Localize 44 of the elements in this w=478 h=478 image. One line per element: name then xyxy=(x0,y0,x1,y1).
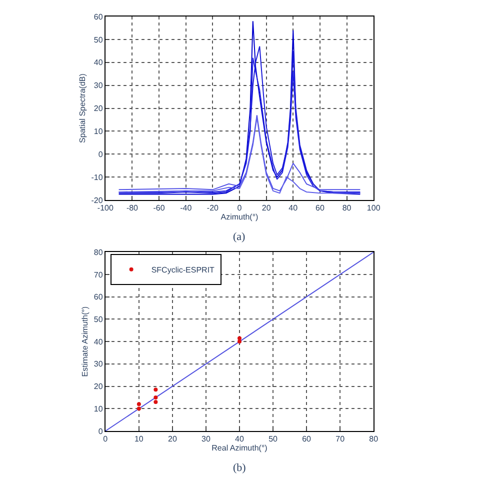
y-tick-label: 30 xyxy=(94,81,104,90)
y-tick-label: 10 xyxy=(94,404,104,414)
y-tick-label: 20 xyxy=(94,104,104,114)
y-tick-label: 40 xyxy=(94,58,104,68)
text: (b) xyxy=(233,462,246,474)
x-tick-label: 60 xyxy=(316,204,325,213)
y-tick-label: -20 xyxy=(91,196,104,205)
x-tick-label: 30 xyxy=(202,434,211,444)
text: (a) xyxy=(233,231,246,243)
x-tick-label: -80 xyxy=(126,204,139,213)
x-axis-title: Real Azimuth(°) xyxy=(212,444,268,453)
y-tick-label: 70 xyxy=(94,270,104,280)
y-tick-label: 40 xyxy=(94,337,104,346)
y-tick-label: 80 xyxy=(94,248,104,257)
y-tick-label: -10 xyxy=(91,172,104,182)
x-tick-label: 0 xyxy=(237,204,242,213)
y-tick-label: 10 xyxy=(94,127,104,136)
x-tick-label: 100 xyxy=(366,204,381,213)
x-tick-label: 40 xyxy=(288,204,298,213)
y-tick-label: 0 xyxy=(98,150,104,159)
x-tick-label: 80 xyxy=(342,204,352,213)
x-tick-label: 60 xyxy=(302,434,312,444)
x-tick-label: 20 xyxy=(262,204,272,213)
x-tick-label: 20 xyxy=(168,434,178,444)
x-tick-label: 80 xyxy=(369,434,379,444)
y-tick-label: 20 xyxy=(94,382,104,392)
x-tick-label: 50 xyxy=(268,434,278,444)
x-tick-label: -100 xyxy=(97,204,114,213)
y-axis-title: Spatial Spectra(dB) xyxy=(78,73,87,143)
x-tick-label: -40 xyxy=(180,204,192,213)
x-axis-title: Azimuth(°) xyxy=(220,212,259,222)
y-tick-label: 50 xyxy=(94,35,104,44)
y-axis-title: Estimate Azimuth(°) xyxy=(80,306,90,377)
x-tick-label: -20 xyxy=(206,204,220,213)
y-tick-label: 30 xyxy=(94,360,104,369)
x-tick-label: 10 xyxy=(134,434,144,444)
y-tick-label: 0 xyxy=(98,426,104,436)
x-tick-label: 70 xyxy=(336,434,346,444)
legend-label: SFCyclic-ESPRIT xyxy=(151,266,215,274)
y-tick-label: 50 xyxy=(94,314,104,324)
x-tick-label: 40 xyxy=(235,434,244,444)
y-tick-label: 60 xyxy=(94,292,104,302)
y-tick-label: 60 xyxy=(94,12,104,22)
x-tick-label: -60 xyxy=(153,204,166,213)
